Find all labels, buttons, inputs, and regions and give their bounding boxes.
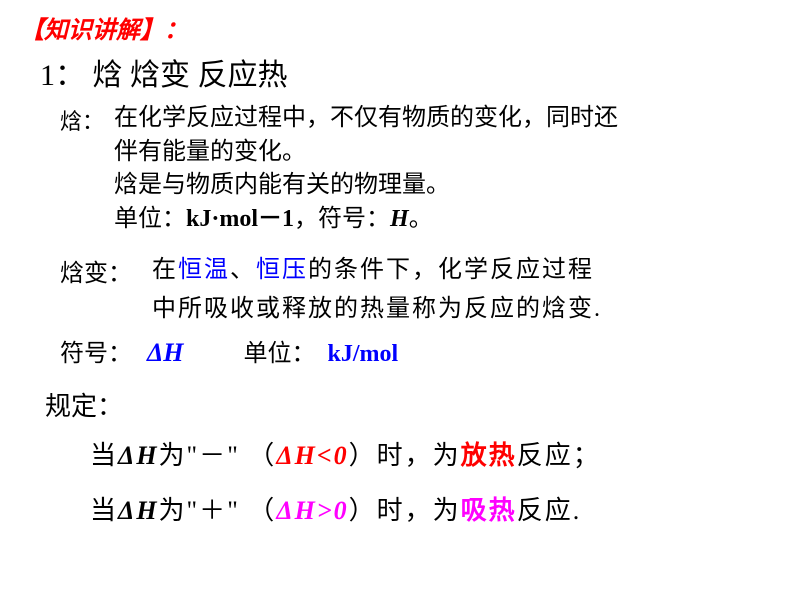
symbol-row: 符号： ΔH 单位： kJ/mol xyxy=(60,333,774,368)
unit-label: 单位： xyxy=(244,333,316,368)
r1-dh: ΔH xyxy=(118,441,159,470)
r1-cond: ΔH<0 xyxy=(276,441,348,470)
r2-mid2: " （ xyxy=(227,496,276,525)
r1-mid1: 为" xyxy=(159,441,200,470)
enthalpy-change-definition: 焓变： 在恒温、恒压的条件下，化学反应过程 中所吸收或释放的热量称为反应的焓变. xyxy=(60,251,774,328)
r2-type: 吸热 xyxy=(461,496,517,525)
r2-post: 反应. xyxy=(517,496,582,525)
enthalpy-unit-prefix: 单位： xyxy=(114,206,186,232)
rules-label: 规定： xyxy=(45,386,774,423)
enthalpy-symbol: H xyxy=(390,206,409,232)
enthalpy-content: 在化学反应过程中，不仅有物质的变化，同时还 伴有能量的变化。 焓是与物质内能有关… xyxy=(114,102,618,236)
enthalpy-label: 焓： xyxy=(60,102,104,136)
enthalpy-line2: 伴有能量的变化。 xyxy=(114,139,306,165)
enthalpy-line1: 在化学反应过程中，不仅有物质的变化，同时还 xyxy=(114,105,618,131)
enthalpy-suffix: 。 xyxy=(409,206,433,232)
section-header: 【知识讲解】： xyxy=(20,10,774,45)
main-title: 1： 焓 焓变 反应热 xyxy=(40,50,774,94)
ec-line2: 中所吸收或释放的热量称为反应的焓变. xyxy=(152,296,602,322)
delta-h-symbol: ΔH xyxy=(147,338,184,368)
enthalpy-definition: 焓： 在化学反应过程中，不仅有物质的变化，同时还 伴有能量的变化。 焓是与物质内… xyxy=(60,102,774,236)
ec-blue2: 恒压 xyxy=(256,257,308,283)
enthalpy-unit: kJ·mol－1 xyxy=(186,206,294,232)
rule-exothermic: 当ΔH为"－" （ΔH<0）时，为放热反应； xyxy=(90,435,774,472)
r2-pre: 当 xyxy=(90,496,118,525)
rule-endothermic: 当ΔH为"＋" （ΔH>0）时，为吸热反应. xyxy=(90,490,774,527)
r2-mid3: ）时，为 xyxy=(349,496,461,525)
enthalpy-line3: 焓是与物质内能有关的物理量。 xyxy=(114,172,450,198)
r2-dh: ΔH xyxy=(118,496,159,525)
r1-post: 反应； xyxy=(517,441,601,470)
symbol-label: 符号： xyxy=(60,333,132,368)
ec-mid: 、 xyxy=(230,257,256,283)
enthalpy-mid: ，符号： xyxy=(294,206,390,232)
r2-cond: ΔH>0 xyxy=(276,496,348,525)
r1-sign: － xyxy=(199,441,227,470)
enthalpy-change-content: 在恒温、恒压的条件下，化学反应过程 中所吸收或释放的热量称为反应的焓变. xyxy=(152,251,602,328)
r2-sign: ＋ xyxy=(199,496,227,525)
ec-pre: 在 xyxy=(152,257,178,283)
r2-mid1: 为" xyxy=(159,496,200,525)
r1-type: 放热 xyxy=(461,441,517,470)
unit-value: kJ/mol xyxy=(328,341,399,368)
ec-post: 的条件下，化学反应过程 xyxy=(308,257,594,283)
r1-mid3: ）时，为 xyxy=(349,441,461,470)
enthalpy-change-label: 焓变： xyxy=(60,251,132,288)
r1-mid2: " （ xyxy=(227,441,276,470)
ec-blue1: 恒温 xyxy=(178,257,230,283)
r1-pre: 当 xyxy=(90,441,118,470)
